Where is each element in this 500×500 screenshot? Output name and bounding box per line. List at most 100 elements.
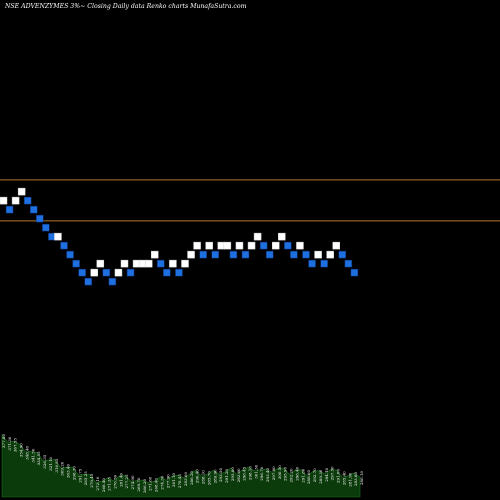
volume-label: 371.30: [7, 436, 12, 450]
volume-label: 289.90: [212, 469, 217, 483]
volume-label: 289.30: [318, 469, 323, 483]
volume-label: 285.25: [83, 471, 88, 485]
renko-brick-up: [144, 259, 153, 268]
renko-brick-down: [229, 250, 238, 259]
volume-label: 292.60: [236, 468, 241, 482]
volume-label: 285.70: [206, 471, 211, 485]
volume-label: 341.50: [30, 448, 35, 462]
volume-label: 301.30: [253, 464, 258, 478]
volume-label: 293.50: [218, 468, 223, 482]
volume-label: 367.55: [13, 438, 18, 452]
volume-label: 281.40: [118, 472, 123, 486]
renko-brick-down: [320, 259, 328, 268]
renko-brick-down: [199, 250, 207, 259]
volume-label: 303.40: [66, 464, 71, 478]
volume-label: 283.60: [183, 472, 188, 486]
renko-brick-up: [169, 259, 177, 268]
volume-label: 292.70: [312, 468, 317, 482]
volume-label: 285.40: [341, 471, 346, 485]
volume-label: 291.80: [300, 468, 305, 482]
renko-brick-up: [272, 241, 280, 250]
renko-brick-up: [151, 250, 159, 259]
renko-brick-up: [54, 232, 62, 241]
renko-brick-down: [36, 214, 44, 223]
volume-label: 300.50: [277, 465, 282, 479]
renko-brick-down: [72, 259, 80, 268]
volume-label: 296.45: [242, 466, 247, 480]
volume-label: 277.25: [124, 474, 129, 488]
renko-brick-down: [241, 250, 250, 259]
renko-brick-up: [296, 241, 304, 250]
volume-label: 268.40: [154, 478, 159, 492]
renko-brick-down: [211, 250, 219, 259]
renko-brick-down: [308, 259, 316, 268]
volume-label: 354.90: [19, 443, 24, 457]
volume-label: 288.60: [306, 470, 311, 484]
renko-brick-down: [60, 241, 68, 250]
renko-brick-down: [302, 250, 310, 259]
volume-label: 283.60: [353, 472, 358, 486]
volume-label: 281.90: [347, 472, 352, 486]
renko-brick-down: [102, 268, 111, 277]
renko-brick-down: [344, 259, 353, 268]
volume-label: 272.10: [95, 476, 100, 490]
volume-label: 348.40: [25, 445, 30, 459]
renko-brick-down: [30, 205, 38, 214]
renko-brick-up: [187, 250, 195, 259]
renko-brick-down: [284, 241, 292, 250]
renko-brick-down: [338, 250, 347, 259]
volume-label: 293.40: [265, 468, 270, 482]
renko-brick-up: [314, 250, 322, 259]
renko-brick-down: [66, 250, 74, 259]
volume-label: 271.35: [107, 476, 112, 490]
volume-labels: 377.80 371.30 367.55 354.90 348.40 341.50 334.…: [1, 434, 364, 493]
renko-brick-down: [5, 205, 14, 214]
renko-brick-down: [175, 268, 183, 277]
renko-brick-down: [78, 268, 86, 277]
renko-brick-up: [326, 250, 334, 259]
renko-brick-down: [23, 196, 32, 205]
volume-label: 294.10: [324, 467, 329, 481]
volume-label: 321.10: [48, 456, 53, 470]
renko-brick-up: [96, 259, 105, 268]
volume-label: 290.40: [195, 469, 200, 483]
volume-area: [1, 434, 361, 498]
renko-brick-up: [253, 232, 262, 241]
volume-label: 296.70: [259, 466, 264, 480]
volume-label: 286.10: [359, 471, 364, 485]
volume-label: 296.40: [294, 466, 299, 480]
volume-label: 291.20: [224, 468, 229, 482]
volume-label: 291.75: [77, 468, 82, 482]
renko-brick-down: [290, 250, 298, 259]
volume-label: 298.10: [248, 466, 253, 480]
renko-brick-up: [17, 187, 26, 196]
volume-label: 298.30: [71, 466, 76, 480]
renko-brick-up: [11, 196, 20, 205]
volume-label: 277.90: [165, 474, 170, 488]
volume-label: 274.30: [160, 475, 165, 489]
volume-label: 291.00: [336, 469, 341, 483]
volume-label: 286.20: [189, 470, 194, 484]
renko-brick-up: [235, 241, 244, 250]
volume-label: 274.90: [130, 475, 135, 489]
renko-brick-up: [223, 241, 232, 250]
volume-label: 309.20: [60, 461, 65, 475]
renko-brick-up: [205, 241, 213, 250]
renko-brick-down: [84, 277, 92, 286]
renko-brick-up: [247, 241, 256, 250]
renko-brick-down: [157, 259, 165, 268]
volume-label: 334.55: [36, 451, 41, 465]
renko-brick-up: [90, 268, 98, 277]
renko-brick-up: [181, 259, 189, 268]
volume-label: 278.45: [177, 474, 182, 488]
volume-label: 295.90: [283, 467, 288, 481]
renko-brick-down: [108, 277, 117, 286]
renko-brick-up: [278, 232, 286, 241]
volume-area-path: [1, 434, 361, 498]
renko-bricks: [0, 187, 359, 286]
reference-lines: [0, 179, 500, 222]
renko-brick-down: [350, 268, 359, 277]
renko-brick-down: [42, 223, 50, 232]
